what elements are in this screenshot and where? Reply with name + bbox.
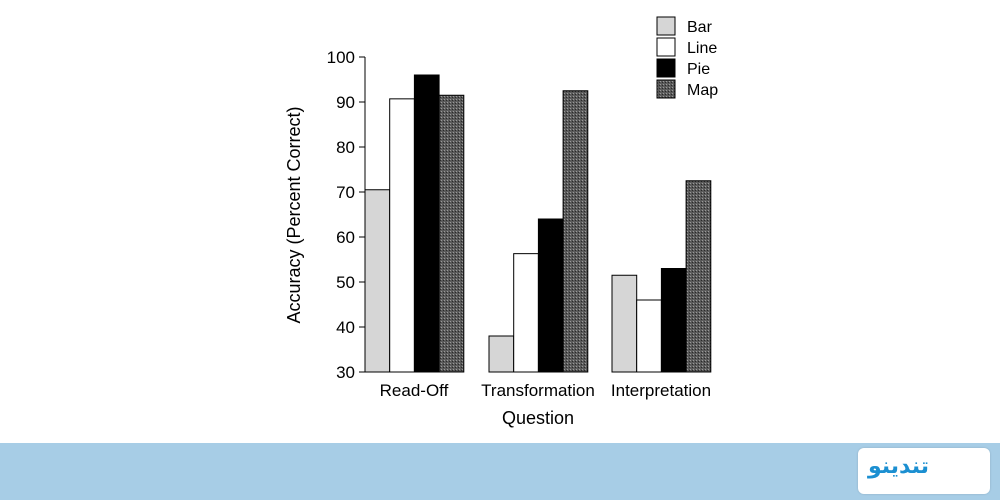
legend-swatch-bar (656, 16, 676, 36)
x-category-label: Read-Off (380, 381, 449, 400)
y-tick-label: 90 (336, 93, 355, 112)
bar-bar-interpretation (611, 274, 638, 373)
legend: Bar Line Pie Map (656, 16, 718, 99)
bar-pie-read-off (413, 74, 440, 373)
y-tick-label: 50 (336, 273, 355, 292)
bar-map-interpretation (685, 180, 712, 373)
footer-band (0, 443, 1000, 500)
bar-line-transformation (513, 253, 539, 373)
axes: 30 40 50 60 70 80 90 100 Read-Off Transformation I… (327, 48, 711, 400)
bar-line-interpretation (636, 299, 662, 373)
legend-label-pie: Pie (687, 61, 710, 78)
legend-swatch-map (656, 79, 676, 99)
y-axis-label: Accuracy (Percent Correct) (284, 106, 304, 323)
y-tick-label: 40 (336, 318, 355, 337)
x-category-label: Interpretation (611, 381, 711, 400)
bar-chart: 30 40 50 60 70 80 90 100 Read-Off Transformation I… (284, 16, 718, 428)
legend-label-bar: Bar (687, 19, 713, 36)
brand-logo[interactable]: تندینو (858, 448, 990, 494)
y-tick-label: 80 (336, 138, 355, 157)
bar-map-transformation (562, 90, 589, 373)
bars (364, 74, 712, 373)
bar-pie-transformation (537, 218, 564, 373)
bar-bar-transformation (488, 335, 515, 373)
y-tick-label: 60 (336, 228, 355, 247)
x-category-label: Transformation (481, 381, 595, 400)
y-tick-label: 100 (327, 48, 355, 67)
legend-label-map: Map (687, 82, 718, 99)
bar-map-read-off (438, 94, 465, 373)
x-axis-label: Question (502, 408, 574, 428)
y-tick-label: 70 (336, 183, 355, 202)
bar-pie-interpretation (660, 268, 687, 373)
brand-logo-text: تندینو (868, 454, 929, 479)
legend-label-line: Line (687, 40, 717, 57)
legend-swatch-line (656, 37, 676, 57)
bar-bar-read-off (364, 189, 391, 373)
bar-line-read-off (389, 98, 415, 373)
y-tick-label: 30 (336, 363, 355, 382)
legend-swatch-pie (656, 58, 676, 78)
